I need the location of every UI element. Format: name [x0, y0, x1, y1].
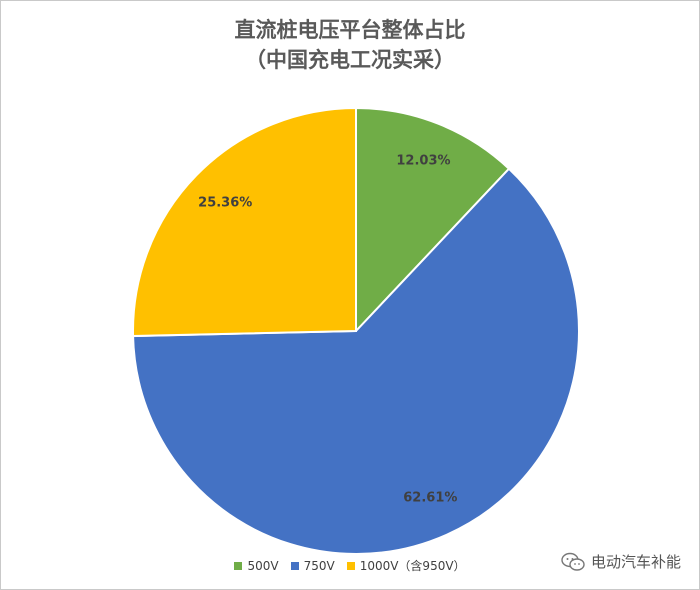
legend-swatch-1000v — [346, 561, 355, 570]
chart-title-line-1: 直流桩电压平台整体占比 — [234, 18, 466, 42]
legend-item-500v: 500V — [234, 558, 279, 573]
legend-label-500v: 500V — [247, 558, 279, 573]
chart-title: 直流桩电压平台整体占比 （中国充电工况实采） — [1, 15, 699, 75]
legend-item-1000v: 1000V（含950V） — [346, 557, 466, 574]
legend-item-750v: 750V — [290, 558, 335, 573]
legend-label-750v: 750V — [303, 558, 335, 573]
watermark: 电动汽车补能 — [561, 551, 681, 572]
legend: 500V 750V 1000V（含950V） — [1, 557, 699, 574]
watermark-text: 电动汽车补能 — [590, 553, 681, 571]
data-label-1000v: 25.36% — [198, 196, 252, 211]
data-label-500v: 12.03% — [396, 154, 450, 169]
legend-swatch-750v — [290, 561, 299, 570]
slice-750v — [132, 167, 580, 555]
slice-1000v — [132, 106, 357, 338]
wechat-icon — [561, 552, 585, 571]
chart-title-line-2: （中国充电工况实采） — [245, 48, 455, 72]
legend-label-1000v: 1000V（含950V） — [359, 559, 466, 573]
slice-500v — [355, 106, 511, 334]
data-label-750v: 62.61% — [403, 491, 457, 506]
legend-swatch-500v — [234, 561, 243, 570]
